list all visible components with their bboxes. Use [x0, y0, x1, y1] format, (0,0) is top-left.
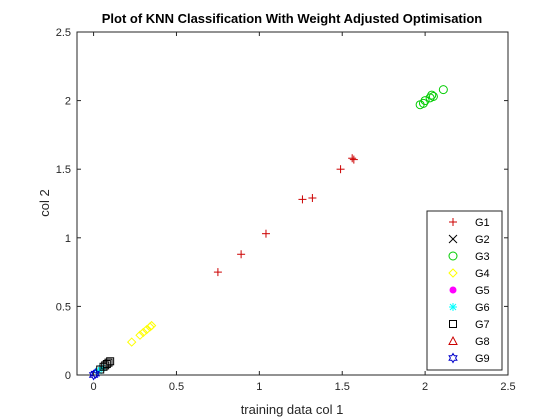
- legend-label-g8: G8: [475, 336, 490, 348]
- x-tick-label: 2.5: [500, 381, 515, 393]
- y-tick-label: 0.5: [56, 301, 71, 313]
- marker-shape: [418, 98, 428, 108]
- marker-shape: [428, 91, 438, 101]
- data-point-g1: [237, 250, 246, 259]
- data-point-g3: [418, 98, 428, 108]
- marker-shape: [135, 330, 145, 340]
- data-point-g4: [141, 325, 152, 335]
- marker-shape: [106, 357, 115, 366]
- marker-shape: [126, 337, 137, 347]
- legend-label-g3: G3: [475, 251, 490, 263]
- axes-frame: [76, 31, 509, 376]
- x-tick-label: 1.5: [335, 381, 350, 393]
- x-tick-label: 2: [422, 381, 428, 393]
- marker-stroke: [449, 303, 457, 311]
- y-axis-label: col 2: [37, 189, 52, 216]
- data-point-g4: [126, 337, 137, 347]
- data-point-g1: [336, 165, 345, 174]
- legend-marker-g5: [449, 286, 457, 294]
- y-tick-label: 1.5: [56, 164, 71, 176]
- marker-shape: [448, 352, 458, 364]
- x-tick-label: 0.5: [169, 381, 184, 393]
- x-tick-label: 0: [91, 381, 97, 393]
- y-tick-label: 2: [65, 96, 71, 108]
- marker-shape: [427, 90, 437, 100]
- data-point-g9: [90, 368, 100, 380]
- marker-shape: [448, 251, 458, 261]
- marker-shape: [88, 369, 99, 381]
- marker-shape: [438, 85, 448, 95]
- legend-marker-g4: [448, 268, 458, 278]
- legend-label-g2: G2: [475, 234, 490, 246]
- y-tick-label: 0: [65, 370, 71, 382]
- y-tick-label: 1: [65, 233, 71, 245]
- data-point-g1: [213, 268, 222, 277]
- legend: G1 G2 G3 G4 G5 G6 G7 G8 G9: [426, 210, 503, 371]
- marker-shape: [141, 325, 152, 335]
- legend-label-g6: G6: [475, 302, 490, 314]
- legend-label-g4: G4: [475, 268, 490, 280]
- legend-label-g9: G9: [475, 353, 490, 365]
- data-point-g1: [349, 155, 358, 164]
- marker-shape: [420, 96, 430, 106]
- marker-shape: [449, 286, 457, 294]
- data-point-g7: [104, 358, 113, 367]
- marker-stroke: [448, 234, 458, 244]
- data-point-g4: [146, 320, 157, 331]
- marker-shape: [448, 268, 458, 278]
- data-point-g3: [427, 90, 437, 100]
- data-points: [88, 85, 448, 381]
- marker-shape: [138, 327, 149, 338]
- legend-label-g7: G7: [475, 319, 490, 331]
- marker-shape: [449, 320, 457, 328]
- data-point-g4: [135, 330, 145, 340]
- data-point-g9: [88, 369, 99, 381]
- legend-box: [426, 210, 503, 371]
- data-point-g1: [348, 154, 357, 163]
- marker-shape: [90, 368, 100, 380]
- data-point-g3: [438, 85, 448, 95]
- data-point-g1: [308, 194, 317, 203]
- data-point-g7: [106, 357, 115, 366]
- marker-shape: [104, 358, 113, 367]
- x-axis-label: training data col 1: [241, 402, 344, 417]
- chart-title: Plot of KNN Classification With Weight A…: [102, 11, 483, 26]
- x-tick-label: 1: [256, 381, 262, 393]
- legend-marker-g7: [449, 320, 457, 328]
- data-point-g4: [138, 327, 149, 338]
- data-point-g1: [298, 195, 307, 204]
- marker-shape: [146, 320, 157, 331]
- data-point-g3: [420, 96, 430, 106]
- legend-label-g1: G1: [475, 217, 490, 229]
- data-point-g3: [428, 91, 438, 101]
- legend-label-g5: G5: [475, 285, 490, 297]
- legend-marker-g1: [449, 218, 457, 226]
- legend-marker-g2: [448, 234, 458, 244]
- data-point-g1: [261, 229, 270, 238]
- legend-marker-g3: [448, 251, 458, 261]
- legend-marker-g9: [448, 352, 458, 364]
- legend-marker-g8: [448, 335, 458, 345]
- y-tick-label: 2.5: [56, 27, 71, 39]
- axes-box: [76, 31, 509, 376]
- y-axis-ticks: 0 0.5 1 1.5 2 2.5: [56, 27, 508, 382]
- marker-shape: [448, 335, 458, 345]
- legend-marker-g6: [449, 303, 457, 311]
